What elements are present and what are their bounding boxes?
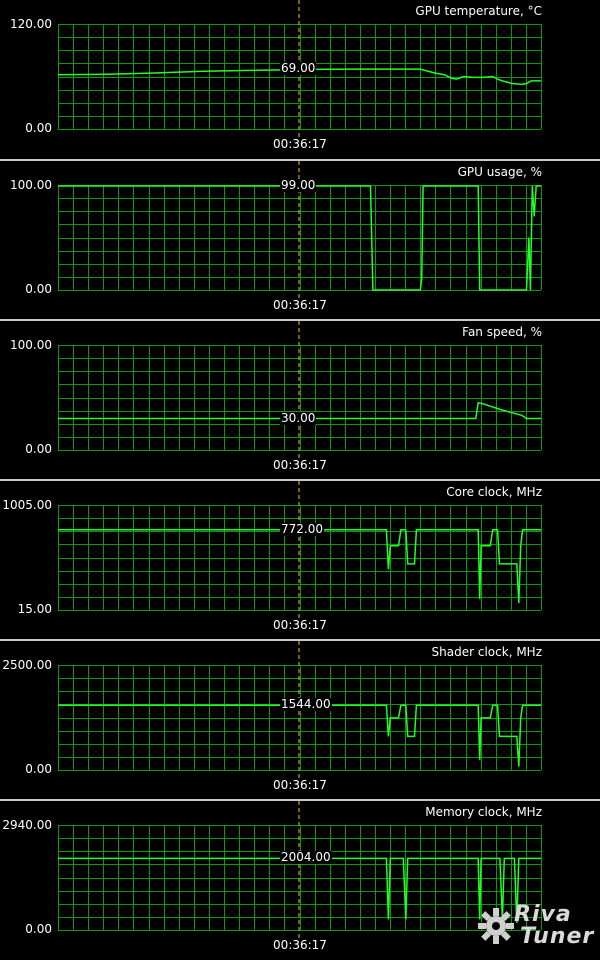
panel-gpu-usage: GPU usage, % 100.00 0.00 99.00 00:36:17 (0, 161, 600, 320)
y-max-label: 120.00 (10, 17, 52, 31)
y-max-label: 2940.00 (2, 818, 52, 832)
logo-text-line: Tuner (520, 924, 595, 949)
y-min-label: 0.00 (25, 762, 52, 776)
y-max-label: 100.00 (10, 338, 52, 352)
current-value-label: 69.00 (280, 60, 317, 75)
panel-separator[interactable] (0, 639, 600, 641)
fan-speed-graph (58, 321, 542, 458)
time-label: 00:36:17 (273, 298, 327, 312)
rivatuner-logo: Riva Tuner (476, 900, 594, 954)
graph-title: Shader clock, MHz (431, 645, 542, 659)
current-value-label: 1544.00 (280, 697, 332, 712)
logo-text-line: Riva (514, 902, 572, 927)
graph-title: Core clock, MHz (446, 485, 542, 499)
y-min-label: 0.00 (25, 922, 52, 936)
current-value-label: 30.00 (280, 410, 317, 425)
y-max-label: 100.00 (10, 178, 52, 192)
current-value-label: 772.00 (280, 521, 324, 536)
series-line (58, 857, 541, 923)
time-label: 00:36:17 (273, 778, 327, 792)
series-line (57, 68, 541, 86)
series-line (58, 704, 541, 767)
panel-separator[interactable] (0, 479, 600, 481)
logo-text: Riva Tuner (514, 904, 594, 948)
time-label: 00:36:17 (273, 458, 327, 472)
core-clock-graph (58, 481, 542, 618)
current-value-label: 99.00 (280, 178, 317, 193)
y-min-label: 0.00 (25, 121, 52, 135)
time-label: 00:36:17 (273, 618, 327, 632)
panel-gpu-temperature: GPU temperature, °C 120.00 0.00 69.00 00… (0, 0, 600, 159)
current-value-label: 2004.00 (280, 850, 332, 865)
y-min-label: 15.00 (17, 602, 52, 616)
memory-clock-graph (58, 801, 542, 938)
panel-separator[interactable] (0, 799, 600, 801)
graph-title: GPU usage, % (457, 165, 542, 179)
graph-title: Memory clock, MHz (425, 805, 542, 819)
series-line (58, 185, 541, 291)
panel-memory-clock: Memory clock, MHz 2940.00 0.00 2004.00 0… (0, 801, 600, 960)
panel-fan-speed: Fan speed, % 100.00 0.00 30.00 00:36:17 (0, 321, 600, 480)
panel-separator[interactable] (0, 159, 600, 161)
y-min-label: 0.00 (25, 282, 52, 296)
time-label: 00:36:17 (273, 137, 327, 151)
temperature-graph (57, 0, 542, 137)
y-min-label: 0.00 (25, 442, 52, 456)
panel-shader-clock: Shader clock, MHz 2500.00 0.00 1544.00 0… (0, 641, 600, 800)
gpu-usage-graph (58, 161, 542, 298)
series-line (58, 401, 541, 420)
graph-title: GPU temperature, °C (415, 4, 542, 18)
y-max-label: 1005.00 (2, 498, 52, 512)
time-label: 00:36:17 (273, 938, 327, 952)
panel-core-clock: Core clock, MHz 1005.00 15.00 772.00 00:… (0, 481, 600, 640)
graph-title: Fan speed, % (462, 325, 542, 339)
gear-icon (478, 908, 514, 944)
shader-clock-graph (58, 641, 542, 778)
y-max-label: 2500.00 (2, 658, 52, 672)
panel-separator[interactable] (0, 319, 600, 321)
series-line (58, 528, 541, 604)
